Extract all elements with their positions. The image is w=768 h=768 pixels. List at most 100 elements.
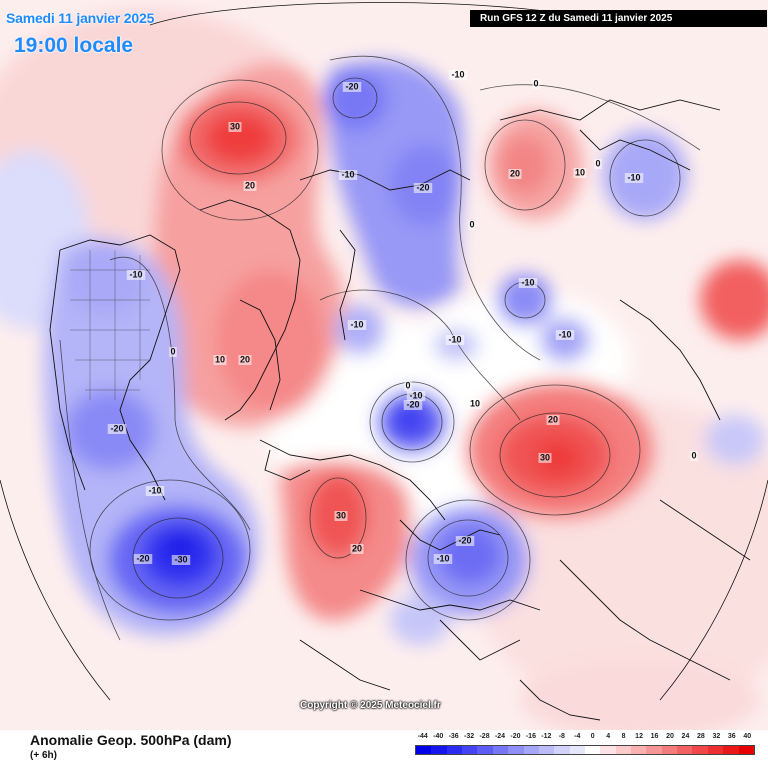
svg-text:-10: -10: [341, 169, 354, 179]
contour-label: -10: [448, 69, 468, 80]
svg-text:30: 30: [230, 121, 240, 131]
forecast-date: Samedi 11 janvier 2025: [6, 10, 155, 26]
scale-cell: [661, 746, 678, 754]
chart-title: Anomalie Geop. 500hPa (dam): [30, 732, 232, 748]
svg-text:10: 10: [575, 167, 585, 177]
scale-label: 20: [666, 733, 674, 740]
svg-text:-10: -10: [148, 485, 161, 495]
svg-text:20: 20: [548, 414, 558, 424]
contour-label: -10: [347, 319, 367, 330]
scale-label: -4: [574, 733, 581, 740]
contour-label: -10: [338, 169, 358, 180]
svg-text:-10: -10: [521, 277, 534, 287]
scale-label: -40: [433, 733, 444, 740]
svg-text:0: 0: [595, 158, 600, 168]
svg-text:-10: -10: [451, 69, 464, 79]
contour-lines: [59, 55, 701, 641]
svg-text:10: 10: [215, 354, 225, 364]
contour-label: -30: [171, 554, 191, 565]
svg-text:20: 20: [240, 354, 250, 364]
contour-label: 20: [546, 414, 560, 425]
svg-text:0: 0: [533, 78, 538, 88]
svg-text:-30: -30: [174, 554, 187, 564]
contour-label: 20: [243, 180, 257, 191]
svg-text:-10: -10: [129, 269, 142, 279]
contour-label: 0: [468, 219, 476, 230]
scale-cell: [462, 746, 478, 754]
scale-cell: [600, 746, 616, 754]
contour-label: 10: [468, 398, 482, 409]
contour-label: 20: [508, 168, 522, 179]
scale-cell: [646, 746, 662, 754]
svg-text:-20: -20: [110, 423, 123, 433]
scale-label: 0: [590, 733, 595, 740]
svg-text:30: 30: [336, 510, 346, 520]
svg-text:0: 0: [405, 380, 410, 390]
contour-label: 30: [538, 452, 552, 463]
scale-label: 24: [681, 733, 690, 740]
svg-text:-20: -20: [458, 535, 471, 545]
svg-text:-20: -20: [345, 81, 358, 91]
scale-label: 40: [743, 733, 752, 740]
scale-label: -44: [417, 733, 428, 740]
svg-text:-10: -10: [436, 553, 449, 563]
svg-text:-20: -20: [416, 182, 429, 192]
contour-label: -10: [445, 334, 465, 345]
contour-label: -10: [624, 172, 644, 183]
scale-cell: [584, 746, 601, 754]
color-scale: -44 -40 -36 -32 -28 -24 -20 -16 -12 -8 -4 0 4 8 12 16 20…: [415, 733, 755, 763]
contour-label: 0: [404, 380, 412, 391]
scale-cell: [615, 746, 632, 754]
scale-bar: [415, 745, 755, 755]
contour-label: 30: [228, 121, 242, 132]
svg-text:10: 10: [470, 398, 480, 408]
contour-label: -20: [342, 81, 362, 92]
scale-cell: [446, 746, 463, 754]
contour-label: 0: [594, 158, 602, 169]
scale-cell: [431, 746, 447, 754]
scale-label: -12: [541, 733, 552, 740]
scale-label: 8: [621, 733, 626, 740]
svg-text:-10: -10: [448, 334, 461, 344]
scale-label: -20: [510, 733, 521, 740]
scale-cell: [738, 746, 754, 754]
svg-text:0: 0: [469, 219, 474, 229]
contour-label: 10: [573, 167, 587, 178]
contour-label: 0: [532, 78, 540, 89]
contour-label: 10: [213, 354, 227, 365]
scale-cell: [508, 746, 524, 754]
scale-label: 28: [697, 733, 705, 740]
scale-label: 12: [635, 733, 643, 740]
scale-label: 4: [606, 733, 611, 740]
scale-cell: [692, 746, 708, 754]
contour-label: -20: [133, 553, 153, 564]
scale-label: 16: [650, 733, 659, 740]
contour-label: -10: [518, 277, 538, 288]
svg-text:-10: -10: [350, 319, 363, 329]
scale-cell: [538, 746, 555, 754]
contour-label: 0: [690, 450, 698, 461]
contour-label: -20: [107, 423, 127, 434]
scale-cell: [707, 746, 724, 754]
svg-text:0: 0: [170, 346, 175, 356]
contour-label: -10: [126, 269, 146, 280]
scale-label: -16: [525, 733, 536, 740]
contour-label: -10: [145, 485, 165, 496]
svg-text:20: 20: [352, 543, 362, 553]
scale-cell: [631, 746, 647, 754]
svg-text:-20: -20: [406, 399, 419, 409]
run-info: Run GFS 12 Z du Samedi 11 janvier 2025: [470, 10, 767, 27]
contour-label: -10: [406, 390, 426, 401]
svg-text:20: 20: [245, 180, 255, 190]
forecast-offset: (+ 6h): [30, 750, 57, 761]
contour-label: -20: [455, 535, 475, 546]
scale-cell: [416, 746, 432, 754]
svg-text:-10: -10: [558, 329, 571, 339]
contour-label: -20: [413, 182, 433, 193]
svg-text:30: 30: [540, 452, 550, 462]
copyright: Copyright © 2025 Meteociel.fr: [300, 700, 441, 711]
scale-cell: [477, 746, 493, 754]
scale-cell: [723, 746, 739, 754]
contour-label: -10: [555, 329, 575, 340]
scale-label: -8: [558, 733, 565, 740]
